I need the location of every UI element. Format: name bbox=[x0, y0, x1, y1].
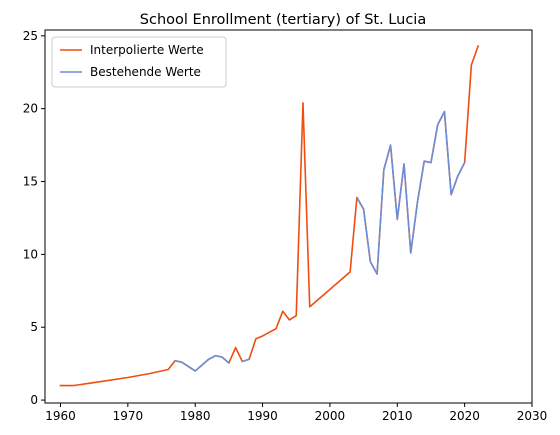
axes-layer: 1960 1970 1980 1990 2000 2010 2020 2030 0 5 10 15 20… bbox=[23, 29, 548, 423]
x-tick-label: 1960 bbox=[45, 409, 76, 423]
legend: Interpolierte Werte Bestehende Werte bbox=[51, 36, 227, 88]
chart-title: School Enrollment (tertiary) of St. Luci… bbox=[140, 12, 426, 28]
legend-label-2: Bestehende Werte bbox=[90, 65, 201, 79]
y-tick-label: 10 bbox=[23, 247, 38, 261]
y-tick-label: 20 bbox=[23, 102, 38, 116]
x-tick-label: 2010 bbox=[382, 409, 413, 423]
y-tick-label: 15 bbox=[23, 175, 38, 189]
y-tick-label: 5 bbox=[30, 320, 38, 334]
legend-box bbox=[51, 36, 227, 88]
plot-frame bbox=[44, 29, 533, 404]
x-tick-label: 2020 bbox=[449, 409, 480, 423]
x-tick-label: 2030 bbox=[517, 409, 548, 423]
x-tick-label: 1970 bbox=[113, 409, 144, 423]
legend-label-1: Interpolierte Werte bbox=[90, 43, 204, 57]
series-layer bbox=[59, 45, 480, 387]
y-tick-label: 25 bbox=[23, 29, 38, 43]
x-tick-label: 1980 bbox=[180, 409, 211, 423]
x-tick-label: 1990 bbox=[247, 409, 278, 423]
x-tick-label: 2000 bbox=[315, 409, 346, 423]
series-line-2 bbox=[174, 110, 466, 372]
y-tick-label: 0 bbox=[30, 393, 38, 407]
